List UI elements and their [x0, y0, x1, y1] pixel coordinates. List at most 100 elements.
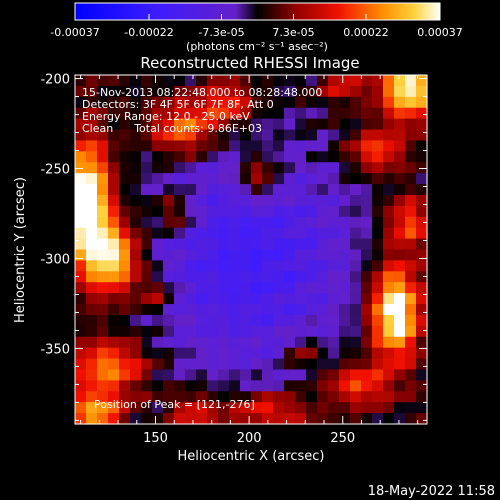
heatmap-cell [284, 85, 296, 98]
heatmap-cell [295, 380, 307, 392]
heatmap-cell [86, 336, 98, 349]
heatmap-cell [328, 358, 340, 371]
heatmap-cell [328, 194, 340, 207]
heatmap-cell [416, 184, 428, 196]
heatmap-cell [163, 205, 175, 218]
heatmap-cell [196, 413, 208, 425]
heatmap-cell [284, 358, 296, 371]
x-tick-label: 250 [330, 431, 355, 446]
heatmap-cell [405, 162, 417, 174]
heatmap-cell [75, 238, 87, 251]
heatmap-cell [405, 314, 417, 327]
heatmap-cell [317, 129, 329, 142]
heatmap-cell [372, 75, 384, 87]
heatmap-cell [317, 238, 329, 251]
heatmap-cell [130, 129, 142, 142]
heatmap-cell [229, 107, 241, 120]
heatmap-cell [207, 173, 219, 185]
heatmap-cell [229, 227, 241, 240]
heatmap-cell [130, 216, 142, 229]
heatmap-cells [75, 75, 428, 425]
heatmap-cell [262, 380, 274, 392]
heatmap-cell [141, 216, 153, 229]
heatmap-cell [75, 216, 87, 229]
heatmap-cell [86, 369, 98, 381]
y-axis-tick-labels: -200 -250 -300 -350 [40, 73, 70, 358]
heatmap-cell [416, 249, 428, 262]
heatmap-cell [163, 304, 175, 316]
heatmap-cell [152, 282, 164, 294]
heatmap-cell [251, 75, 263, 87]
heatmap-cell [306, 140, 318, 152]
heatmap-cell [86, 216, 98, 229]
info-clean-counts: Clean Total counts: 9.86E+03 [82, 122, 262, 135]
heatmap-cell [240, 413, 252, 425]
heatmap-cell [207, 184, 219, 196]
heatmap-cell [130, 118, 142, 131]
heatmap-cell [229, 282, 241, 294]
heatmap-cell [207, 369, 219, 381]
heatmap-cell [185, 380, 197, 392]
heatmap-cell [108, 194, 120, 207]
heatmap-cell [383, 238, 395, 251]
heatmap-cell [141, 140, 153, 152]
heatmap-cell [383, 402, 395, 414]
heatmap-cell [218, 249, 230, 262]
heatmap-cell [361, 304, 373, 316]
heatmap-cell [361, 293, 373, 305]
heatmap-cell [75, 227, 87, 240]
heatmap-cell [141, 369, 153, 381]
heatmap-cell [295, 75, 307, 87]
heatmap-cell [97, 173, 109, 185]
heatmap-cell [295, 227, 307, 240]
heatmap-cell [416, 358, 428, 371]
heatmap-cell [108, 205, 120, 218]
heatmap-cell [196, 75, 208, 87]
heatmap-cell [350, 238, 362, 251]
heatmap-cell [284, 260, 296, 272]
heatmap-cell [141, 227, 153, 240]
heatmap-cell [251, 140, 263, 152]
heatmap-cell [185, 107, 197, 120]
heatmap-cell [339, 391, 351, 403]
heatmap-cell [141, 293, 153, 305]
heatmap-cell [405, 140, 417, 152]
heatmap-cell [196, 129, 208, 142]
heatmap-cell [119, 96, 131, 109]
heatmap-cell [119, 118, 131, 131]
heatmap-cell [196, 314, 208, 327]
heatmap-cell [306, 238, 318, 251]
heatmap-cell [229, 413, 241, 425]
heatmap-cell [262, 140, 274, 152]
heatmap-cell [185, 271, 197, 283]
heatmap-cell [361, 314, 373, 327]
heatmap-cell [86, 205, 98, 218]
heatmap-cell [185, 129, 197, 142]
heatmap-cell [339, 238, 351, 251]
heatmap-cell [284, 314, 296, 327]
heatmap-cell [295, 369, 307, 381]
heatmap-cell [306, 249, 318, 262]
heatmap-cell [141, 107, 153, 120]
heatmap-cell [97, 260, 109, 272]
heatmap-cell [152, 358, 164, 371]
heatmap-cell [174, 249, 186, 262]
heatmap-cell [108, 162, 120, 174]
heatmap-cell [229, 118, 241, 131]
heatmap-cell [262, 249, 274, 262]
heatmap-cell [383, 129, 395, 142]
heatmap-cell [240, 227, 252, 240]
info-time-range: 15-Nov-2013 08:22:48.000 to 08:28:48.000 [82, 86, 322, 99]
heatmap-cell [185, 293, 197, 305]
heatmap-cell [361, 205, 373, 218]
heatmap-cell [174, 413, 186, 425]
heatmap-cell [394, 227, 406, 240]
heatmap-cell [306, 413, 318, 425]
heatmap-cell [339, 271, 351, 283]
heatmap-cell [383, 216, 395, 229]
heatmap-cell [185, 369, 197, 381]
heatmap-cell [251, 227, 263, 240]
heatmap-cell [383, 336, 395, 349]
heatmap-cell [218, 380, 230, 392]
heatmap-cell [306, 347, 318, 360]
